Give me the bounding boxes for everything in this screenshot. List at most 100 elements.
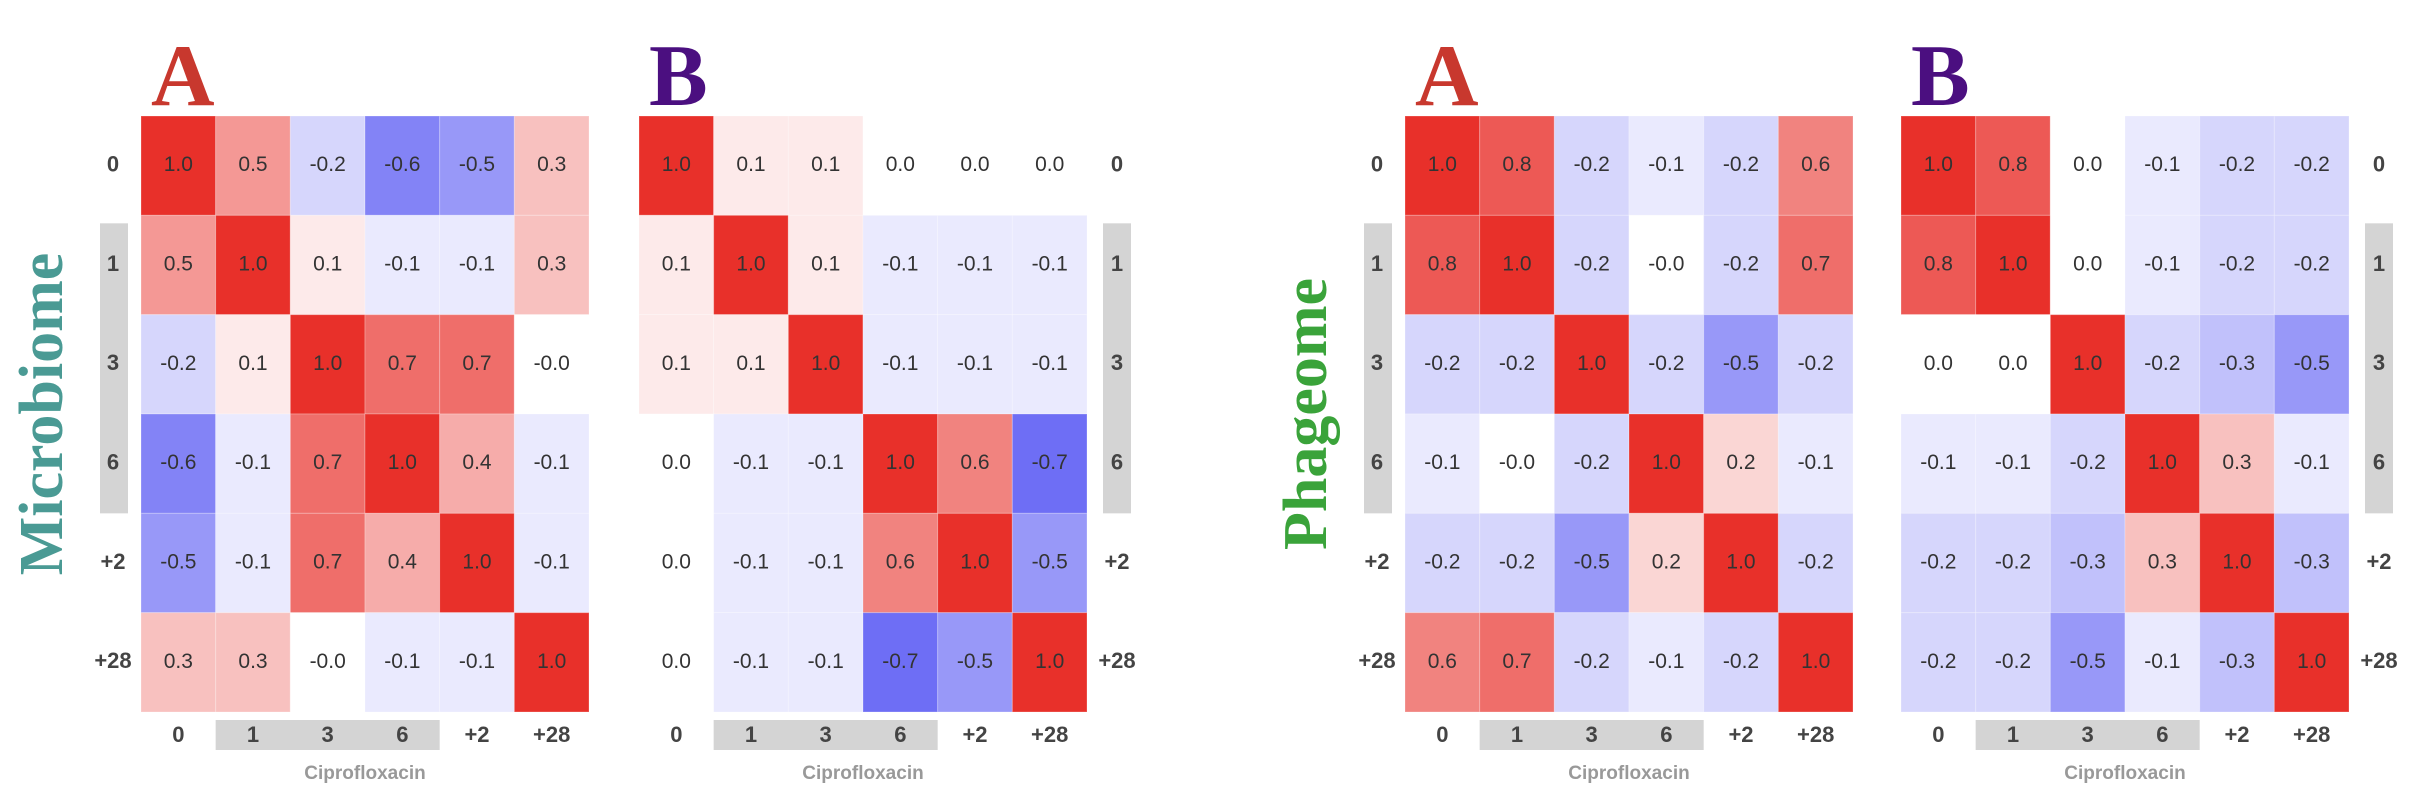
y-tick-label: 1 [107,251,119,276]
heatmap-cell [513,314,590,415]
heatmap-cell [2049,413,2126,514]
heatmap-cell [1900,314,1977,415]
x-tick-label: +2 [962,722,987,747]
cell-label: -0.3 [2070,551,2106,574]
cell-label: -0.2 [1499,551,1535,574]
x-tick-label: 6 [1660,722,1672,747]
heatmap-cell [787,413,864,514]
heatmap-cell [1777,115,1854,216]
heatmap-cell [2049,115,2126,216]
cell-label: 0.3 [537,153,566,176]
heatmap-cell [2124,214,2201,316]
cell-label: 0.0 [662,650,691,673]
x-tick-label: +28 [1031,722,1068,747]
y-tick-label: 6 [1371,449,1383,474]
heatmap-cell [1900,115,1977,216]
heatmap-cell [713,115,789,216]
heatmap-cell [2199,612,2275,713]
cell-label: 1.0 [238,253,267,276]
y-tick-label: 1 [1371,251,1383,276]
cell-label: 0.8 [1502,153,1531,176]
heatmap-cell [1011,214,1088,316]
heatmap-cell [862,413,939,514]
heatmap-cell [439,612,515,713]
y-tick-label: 6 [1111,449,1123,474]
x-tick-label: +28 [2293,722,2330,747]
cell-label: -0.2 [160,352,196,375]
y-tick-label: +28 [94,648,131,673]
heatmap-cell [862,214,939,316]
cell-label: -0.2 [310,153,346,176]
heatmap-cell [2273,214,2350,316]
x-tick-label: 3 [820,722,832,747]
cell-label: -0.1 [1920,451,1956,474]
cell-label: -0.7 [882,650,918,673]
x-tick-label: 1 [2007,722,2019,747]
cell-label: 1.0 [960,551,989,574]
cell-label: -0.3 [2294,551,2330,574]
x-tick-label: +2 [1728,722,1753,747]
heatmap-cell [1479,413,1555,514]
heatmap-cell [215,512,291,614]
cell-label: 0.1 [238,352,267,375]
x-tick-label: 1 [247,722,259,747]
heatmap-cell [1479,314,1555,415]
heatmap-cell [862,115,939,216]
heatmap-cell [289,612,366,713]
heatmap-cell [1628,612,1705,713]
cell-label: -0.1 [534,451,570,474]
heatmap-cell [513,512,590,614]
cell-label: 1.0 [2222,551,2251,574]
cell-label: 1.0 [736,253,765,276]
cell-label: -0.3 [2219,352,2255,375]
heatmap-cell [862,612,939,713]
cell-label: 0.5 [164,253,193,276]
cell-label: -0.2 [1424,551,1460,574]
x-tick-label: +2 [464,722,489,747]
heatmap-cell [638,612,715,713]
cell-label: -0.1 [1798,451,1834,474]
heatmap-cell [1777,512,1854,614]
heatmap-cell [1553,512,1630,614]
cell-label: -0.2 [1723,153,1759,176]
cell-label: -0.0 [1499,451,1535,474]
x-highlight [1975,720,2200,750]
cell-label: 0.3 [537,253,566,276]
heatmap-cell [2273,612,2350,713]
heatmap-cell [140,512,217,614]
cell-label: -0.2 [1798,352,1834,375]
x-tick-label: +28 [1797,722,1834,747]
cell-label: 0.8 [1924,253,1953,276]
heatmap-cell [1479,512,1555,614]
cell-label: -0.1 [1032,253,1068,276]
cell-label: -0.2 [2294,153,2330,176]
cell-label: -0.2 [1920,650,1956,673]
cell-label: -0.2 [2294,253,2330,276]
cell-label: 0.4 [388,551,418,574]
heatmap-cell [862,512,939,614]
heatmap-cell [937,512,1013,614]
cell-label: -0.2 [1574,153,1610,176]
y-tick-label: 3 [107,350,119,375]
y-tick-label: +28 [1098,648,1135,673]
y-tick-label: +28 [1358,648,1395,673]
heatmap-cell [1479,214,1555,316]
x-tick-label: 0 [1932,722,1944,747]
heatmap-cell [1628,115,1705,216]
cell-label: 1.0 [1428,153,1457,176]
cell-label: -0.1 [808,551,844,574]
cell-label: -0.1 [808,650,844,673]
x-axis-label: Ciprofloxacin [2064,763,2185,784]
cell-label: -0.6 [160,451,196,474]
cell-label: 0.0 [886,153,915,176]
cell-label: 0.3 [238,650,267,673]
cell-label: 0.0 [2073,153,2102,176]
heatmap-cell [215,612,291,713]
cell-label: -0.5 [957,650,993,673]
heatmap-cell [1777,413,1854,514]
cell-label: 1.0 [1924,153,1953,176]
heatmap-cell [140,314,217,415]
cell-label: -0.2 [1798,551,1834,574]
x-tick-label: 6 [894,722,906,747]
